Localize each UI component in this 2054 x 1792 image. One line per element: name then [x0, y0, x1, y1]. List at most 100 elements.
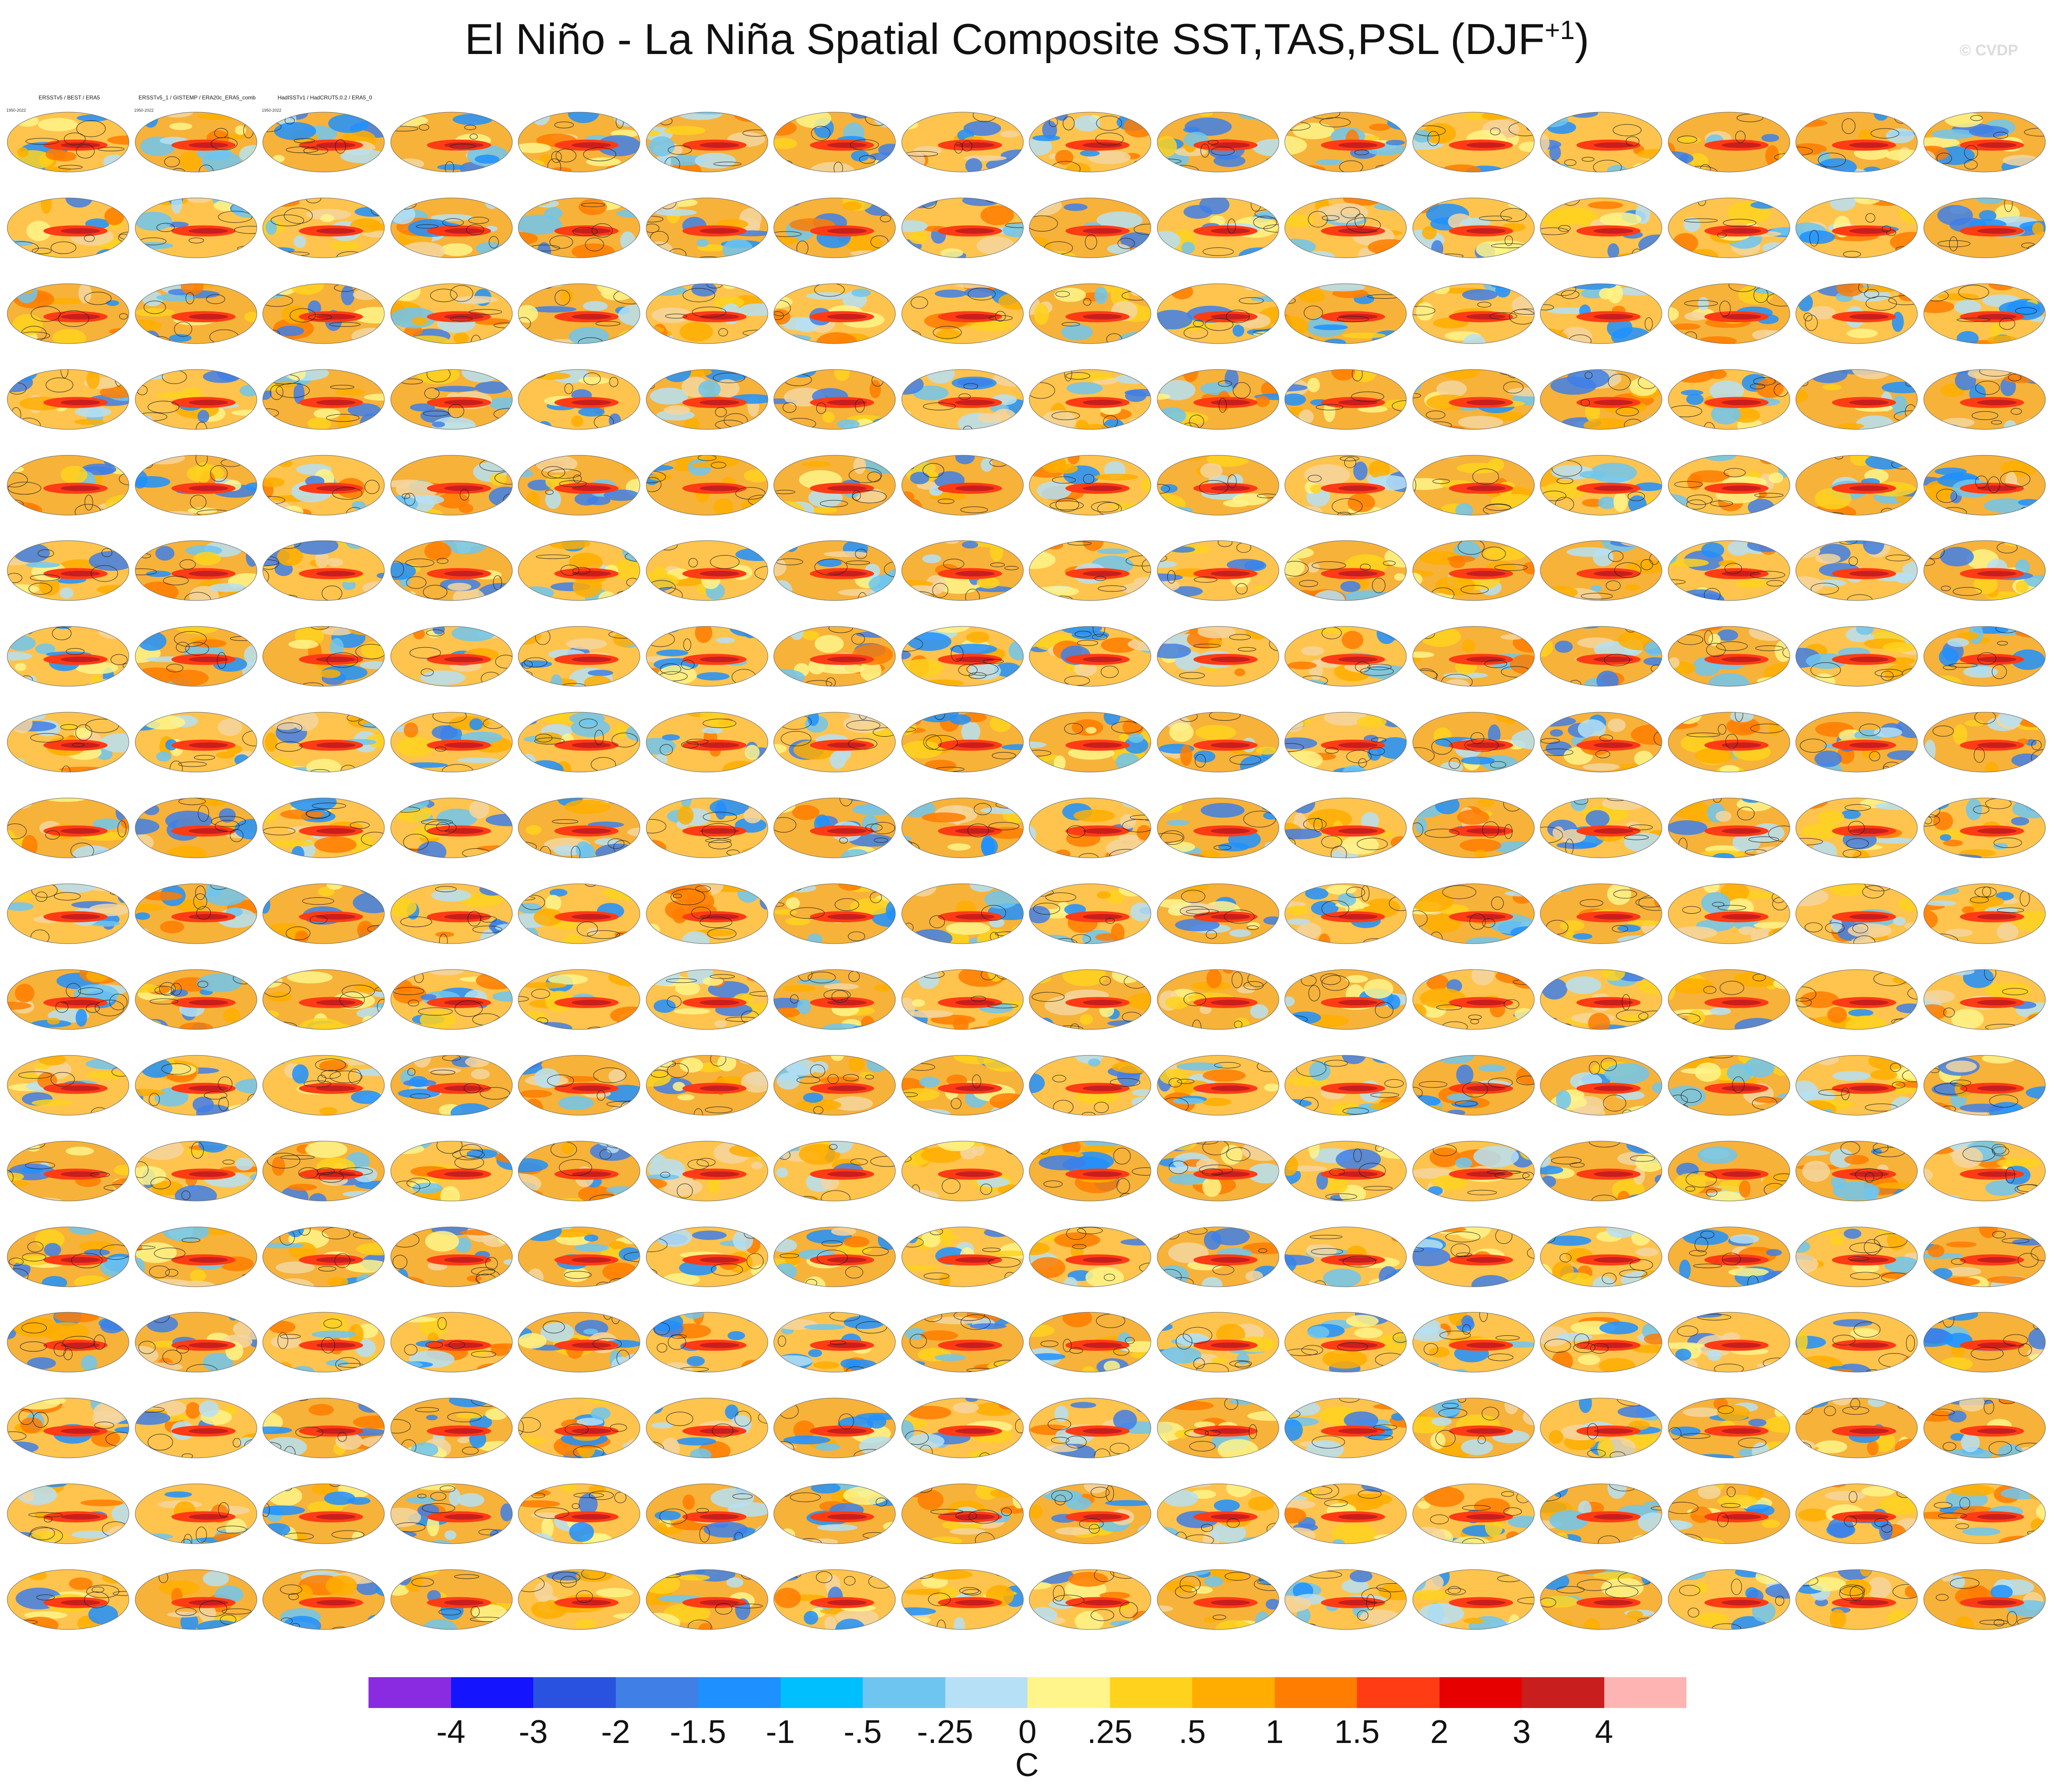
composite-map-panel	[1027, 179, 1155, 265]
composite-map-panel	[389, 1293, 517, 1379]
composite-map-panel	[1922, 779, 2050, 865]
composite-map-panel	[1666, 1293, 1794, 1379]
composite-map-panel	[5, 779, 133, 865]
composite-map-panel	[1411, 1293, 1539, 1379]
composite-map-panel	[133, 179, 261, 265]
composite-map-panel	[133, 1122, 261, 1208]
composite-map-panel	[133, 1551, 261, 1636]
world-map-composite	[773, 1398, 896, 1458]
world-map-composite	[773, 626, 896, 687]
composite-map-panel	[1411, 179, 1539, 265]
composite-map-panel	[900, 179, 1028, 265]
composite-map-panel	[1283, 1551, 1411, 1636]
composite-map-panel	[1027, 350, 1155, 436]
colorbar-tick-label: 1	[1265, 1714, 1284, 1750]
world-map-composite	[646, 1226, 768, 1287]
composite-map-panel	[1027, 693, 1155, 779]
composite-map-panel	[261, 1293, 389, 1379]
colorbar-tick-label: .25	[1087, 1714, 1133, 1750]
composite-map-panel	[1922, 1379, 2050, 1465]
world-map-composite	[1668, 1141, 1790, 1201]
world-map-composite	[1029, 1226, 1151, 1287]
world-map-composite	[1284, 712, 1407, 773]
composite-map-panel	[1155, 1122, 1283, 1208]
composite-map-panel	[1666, 522, 1794, 607]
composite-map-panel	[133, 265, 261, 350]
composite-map-panel	[772, 1465, 900, 1551]
colorbar-swatch	[1522, 1677, 1604, 1708]
composite-map-panel	[133, 865, 261, 950]
colorbar-tick-label: 2	[1430, 1714, 1449, 1750]
world-map-composite	[1540, 626, 1662, 687]
composite-map-panel	[1411, 265, 1539, 350]
world-map-composite	[646, 1569, 768, 1630]
composite-map-panel	[1922, 1465, 2050, 1551]
composite-map-panel	[133, 1379, 261, 1465]
composite-map-panel	[1283, 1293, 1411, 1379]
world-map-composite	[262, 1398, 385, 1458]
composite-map-panel	[1411, 1122, 1539, 1208]
composite-map-panel	[1666, 350, 1794, 436]
composite-map-panel	[644, 522, 772, 607]
composite-map-panel	[1027, 1293, 1155, 1379]
composite-map-panel	[516, 1551, 644, 1636]
world-map-composite	[262, 969, 385, 1030]
world-map-composite	[1029, 540, 1151, 601]
world-map-composite	[518, 455, 640, 516]
panel-title: ERSSTv5 / BEST / ERA5	[39, 95, 100, 101]
world-map-composite	[135, 540, 257, 601]
composite-map-panel	[1027, 1122, 1155, 1208]
composite-map-panel	[1794, 350, 1922, 436]
world-map-composite	[390, 1312, 512, 1373]
composite-map-panel	[261, 1379, 389, 1465]
world-map-composite	[135, 369, 257, 430]
world-map-composite	[1157, 112, 1279, 172]
colorbar-tick-label: .5	[1178, 1714, 1206, 1750]
composite-map-panel	[1794, 1293, 1922, 1379]
composite-map-panel	[1283, 779, 1411, 865]
world-map-composite	[1923, 798, 2045, 858]
composite-map-panel	[1922, 607, 2050, 693]
composite-map-panel	[389, 693, 517, 779]
world-map-composite	[1284, 883, 1407, 944]
composite-map-panel	[1027, 1379, 1155, 1465]
world-map-composite	[1412, 626, 1534, 687]
world-map-composite	[1029, 1055, 1151, 1116]
composite-map-panel	[1666, 1379, 1794, 1465]
composite-map-panel	[133, 1208, 261, 1294]
world-map-composite	[1668, 712, 1790, 773]
world-map-composite	[1157, 197, 1279, 258]
world-map-composite	[1668, 112, 1790, 172]
composite-map-panel	[1538, 1293, 1666, 1379]
composite-map-panel	[1411, 1551, 1539, 1636]
world-map-composite	[390, 798, 512, 858]
world-map-composite	[7, 1055, 129, 1116]
world-map-composite	[773, 112, 896, 172]
composite-map-panel	[1922, 1293, 2050, 1379]
world-map-composite	[1029, 798, 1151, 858]
composite-map-panel	[1155, 1379, 1283, 1465]
composite-map-panel	[1027, 779, 1155, 865]
world-map-composite	[1412, 883, 1534, 944]
world-map-composite	[901, 1398, 1023, 1458]
world-map-composite	[1923, 1226, 2045, 1287]
world-map-composite	[1923, 1312, 2045, 1373]
composite-map-panel	[900, 1551, 1028, 1636]
world-map-composite	[1157, 1141, 1279, 1201]
composite-map-panel	[261, 1122, 389, 1208]
world-map-composite	[390, 712, 512, 773]
world-map-composite	[518, 626, 640, 687]
composite-map-panel	[389, 93, 517, 179]
world-map-composite	[1795, 455, 1918, 516]
world-map-composite	[1029, 969, 1151, 1030]
composite-map-panel: ERSSTv5_1 / GISTEMP / ERA20c_ERA5_comb 19…	[133, 93, 261, 179]
world-map-composite	[1029, 1312, 1151, 1373]
world-map-composite	[1668, 1226, 1790, 1287]
world-map-composite	[1284, 798, 1407, 858]
world-map-composite	[135, 1569, 257, 1630]
world-map-composite	[1284, 969, 1407, 1030]
composite-map-panel	[1666, 779, 1794, 865]
world-map-composite	[1284, 369, 1407, 430]
composite-map-panel	[1027, 1465, 1155, 1551]
composite-map-panel	[516, 1293, 644, 1379]
